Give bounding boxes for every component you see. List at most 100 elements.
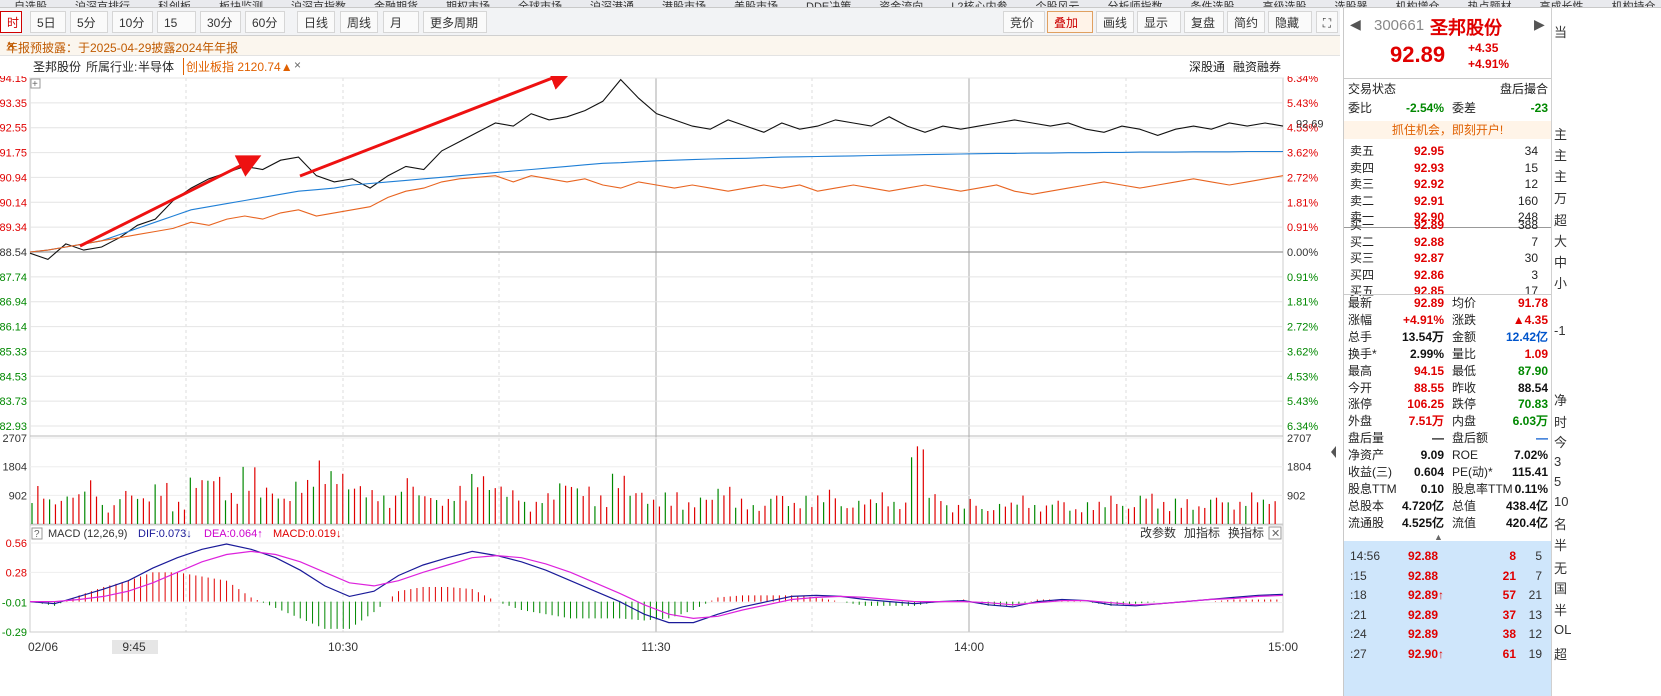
industry-value[interactable]: 半导体 (138, 60, 175, 74)
toolbar-button[interactable]: 隐藏 (1268, 11, 1312, 33)
far-panel-item: 大 (1554, 234, 1568, 249)
promo-link[interactable]: 抓住机会，即刻开户! (1344, 121, 1551, 139)
volume-axis-label-right: 2707 (1287, 433, 1311, 445)
price-change-pct: +4.91% (1468, 57, 1510, 71)
pct-axis-label: 1.81% (1287, 197, 1318, 209)
far-panel-item: -1 (1554, 323, 1566, 338)
toolbar-button[interactable]: 简约 (1227, 11, 1265, 33)
expand-icon[interactable] (30, 78, 41, 89)
order-ratio-row: 委比 -2.54% 委差 -23 (1348, 101, 1548, 115)
order-book-bid-row[interactable]: 买四 92.86 3 (1350, 267, 1538, 282)
far-panel-item: 10 (1554, 494, 1569, 509)
quote-stat-row: 股息TTM 0.10 股息率TTM 0.11% (1348, 481, 1548, 496)
quote-stat-row: 涨停 106.25 跌停 70.83 (1348, 397, 1548, 412)
next-stock-icon[interactable]: ▶ (1534, 16, 1545, 32)
order-book-ask-row[interactable]: 卖四 92.93 15 (1350, 160, 1538, 175)
quote-stat-row: 总手 13.54万 金额 12.42亿 (1348, 329, 1548, 344)
period-button[interactable]: 5日 (30, 11, 66, 33)
x-axis-label: 14:00 (954, 640, 984, 654)
price-axis-label: 83.73 (0, 396, 27, 408)
price-axis-label: 82.93 (0, 421, 27, 433)
period-button[interactable]: 15分钟 (157, 11, 196, 52)
overlay-index-label[interactable]: 创业板指 2120.74▲ (183, 58, 293, 75)
toolbar-button[interactable]: 叠加 (1047, 11, 1093, 33)
scroll-up-icon[interactable]: ▲ (1434, 532, 1443, 542)
price-axis-label: 84.53 (0, 371, 27, 383)
x-axis-cursor-bg (112, 640, 158, 654)
order-book-bid-row[interactable]: 买二 92.88 7 (1350, 234, 1538, 249)
tick-trade-row: :18 92.89↑ 57 21 (1350, 588, 1542, 602)
volume-axis-label-right: 902 (1287, 490, 1305, 502)
period-button[interactable]: 30分钟 (200, 11, 241, 52)
tick-trade-row: 14:56 92.88 8 5 (1350, 549, 1542, 563)
overlay-close-icon[interactable]: × (294, 58, 302, 72)
period-button[interactable]: 时 (0, 11, 22, 33)
period-button[interactable]: 10分钟 (112, 11, 153, 52)
chart-info-line: 圣邦股份 所属行业: 半导体 创业板指 2120.74▲ × 深股通 融资融券 (0, 56, 1340, 76)
far-panel-item: 超 (1554, 213, 1568, 228)
order-book-ask-row[interactable]: 卖二 92.91 160 (1350, 193, 1538, 208)
pct-axis-label: 2.72% (1287, 172, 1318, 184)
add-indicator-button[interactable]: 加指标 (1184, 525, 1220, 540)
macd-axis-label: 0.28 (6, 567, 27, 579)
quote-stat-row: 流通股 4.525亿 流值 420.4亿 (1348, 515, 1548, 530)
price-axis-label: 87.74 (0, 272, 27, 284)
far-panel-item: 小 (1554, 276, 1568, 291)
period-button[interactable]: 5分钟 (70, 11, 108, 52)
order-book-ask-row[interactable]: 卖三 92.92 12 (1350, 177, 1538, 191)
tick-trade-row: :21 92.89 37 13 (1350, 607, 1542, 622)
tick-trades-list[interactable]: ▲ 14:56 92.88 8 5:15 92.88 21 7:18 92.89↑ 57 21:21… (1344, 532, 1551, 696)
order-book-bid-row[interactable]: 买三 92.87 30 (1350, 251, 1538, 265)
order-book-ask-row[interactable]: 卖五 92.95 34 (1350, 144, 1538, 158)
price-axis-label: 91.75 (0, 148, 27, 160)
pct-axis-label: 0.91% (1287, 222, 1318, 234)
stock-code: 300661 (1374, 17, 1425, 34)
volume-axis-label-right: 1804 (1287, 462, 1311, 474)
far-panel-item: 半 (1554, 538, 1568, 553)
quote-stat-row: 收益(三) 0.604 PE(动)* 115.41 (1348, 465, 1548, 479)
link-shenzhen-connect[interactable]: 深股通 (1189, 60, 1226, 74)
toolbar-button[interactable]: 竞价 (1003, 11, 1045, 33)
period-button[interactable]: 月线 (383, 11, 419, 52)
x-axis-label: 10:30 (328, 640, 358, 654)
close-indicator-icon[interactable] (1268, 526, 1282, 540)
price-axis-label: 94.15 (0, 76, 27, 85)
macd-axis-label: -0.01 (2, 598, 27, 610)
period-button[interactable]: 60分钟 (245, 11, 285, 52)
far-panel-item: 半 (1554, 603, 1568, 618)
link-margin-trading[interactable]: 融资融券 (1233, 60, 1282, 74)
far-panel-item: 名 (1554, 517, 1568, 532)
x-axis-label: 02/06 (28, 640, 58, 654)
order-book-ask-row[interactable]: 卖一 92.90 248 (1350, 210, 1538, 224)
toolbar-button[interactable]: 画线 (1096, 11, 1134, 33)
fullscreen-icon[interactable]: ⛶ (1316, 11, 1338, 33)
price-axis-label: 90.14 (0, 197, 27, 209)
close-indicator-icon[interactable]: ✕ (1271, 528, 1280, 540)
help-icon[interactable] (31, 527, 43, 540)
toolbar-button[interactable]: 复盘 (1184, 11, 1224, 33)
prev-stock-icon[interactable]: ◀ (1350, 16, 1361, 32)
period-button[interactable]: 周线 (340, 11, 378, 33)
index-overlay-line (29, 175, 1284, 253)
order-book-bid-row[interactable]: 买一 92.89 388 (1350, 218, 1538, 232)
expand-icon[interactable]: + (32, 79, 38, 90)
price-axis-label: 89.34 (0, 222, 27, 234)
quote-stat-row: 涨幅 +4.91% 涨跌 ▲4.35 (1348, 312, 1548, 327)
collapse-panel-icon[interactable] (1331, 446, 1336, 458)
volume-axis-label: 2707 (3, 433, 27, 445)
help-icon[interactable]: ? (34, 529, 40, 540)
switch-indicator-button[interactable]: 换指标 (1228, 525, 1264, 540)
notice-text[interactable]: 年报预披露：于2025-04-29披露2024年年报 (6, 41, 239, 55)
period-button[interactable]: 更多周期 (423, 11, 487, 33)
far-panel-item: 当 (1554, 25, 1568, 40)
close-icon[interactable]: ✕ (6, 39, 17, 53)
period-button[interactable]: 日线 (297, 11, 335, 33)
quote-stat-row: 盘后量 — 盘后额 — (1348, 431, 1548, 446)
change-params-button[interactable]: 改参数 (1140, 525, 1176, 540)
last-price: 92.89 (1390, 42, 1446, 67)
current-price-tag: 92.69 (1296, 118, 1324, 130)
pct-axis-label: 3.62% (1287, 346, 1318, 358)
intraday-chart[interactable]: 94.15 6.34% 93.35 5.43% 92.55 4.53% 91.75 3.62%… (0, 76, 1340, 696)
toolbar-button[interactable]: 显示 (1137, 11, 1181, 33)
period-toolbar: 时 5日5分钟10分钟15分钟30分钟60分钟日线周线月线更多周期 竞价叠加画线显示… (0, 8, 1340, 52)
